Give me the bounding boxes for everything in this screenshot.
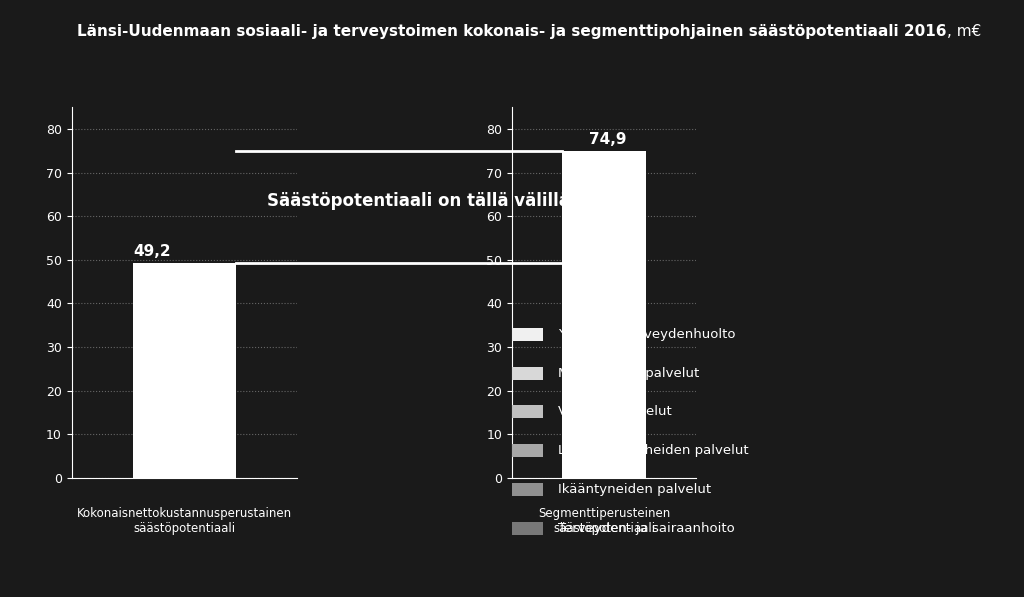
Text: Segmenttiperusteinen
säästöpotentiaali: Segmenttiperusteinen säästöpotentiaali bbox=[538, 507, 671, 536]
Text: Ikääntyneiden palvelut: Ikääntyneiden palvelut bbox=[558, 483, 712, 496]
Text: , m€: , m€ bbox=[947, 24, 981, 39]
Text: Ympäristöterveydenhuolto: Ympäristöterveydenhuolto bbox=[558, 328, 735, 341]
Text: Muut sosiaalipalvelut: Muut sosiaalipalvelut bbox=[558, 367, 699, 380]
Text: Kokonaisnettokustannusperustainen
säästöpotentiaali: Kokonaisnettokustannusperustainen säästö… bbox=[77, 507, 292, 536]
Text: Terveyden- ja sairaanhoito: Terveyden- ja sairaanhoito bbox=[558, 522, 735, 535]
Bar bbox=[133, 263, 236, 478]
Text: Vammaispalvelut: Vammaispalvelut bbox=[558, 405, 673, 418]
Text: 49,2: 49,2 bbox=[133, 244, 171, 259]
Text: 74,9: 74,9 bbox=[589, 132, 627, 147]
Text: Lasten ja perheiden palvelut: Lasten ja perheiden palvelut bbox=[558, 444, 749, 457]
Bar bbox=[562, 152, 646, 478]
Text: Säästöpotentiaali on tällä välillä: Säästöpotentiaali on tällä välillä bbox=[266, 192, 569, 210]
Text: Länsi-Uudenmaan sosiaali- ja terveystoimen kokonais- ja segmenttipohjainen sääst: Länsi-Uudenmaan sosiaali- ja terveystoim… bbox=[77, 24, 947, 39]
